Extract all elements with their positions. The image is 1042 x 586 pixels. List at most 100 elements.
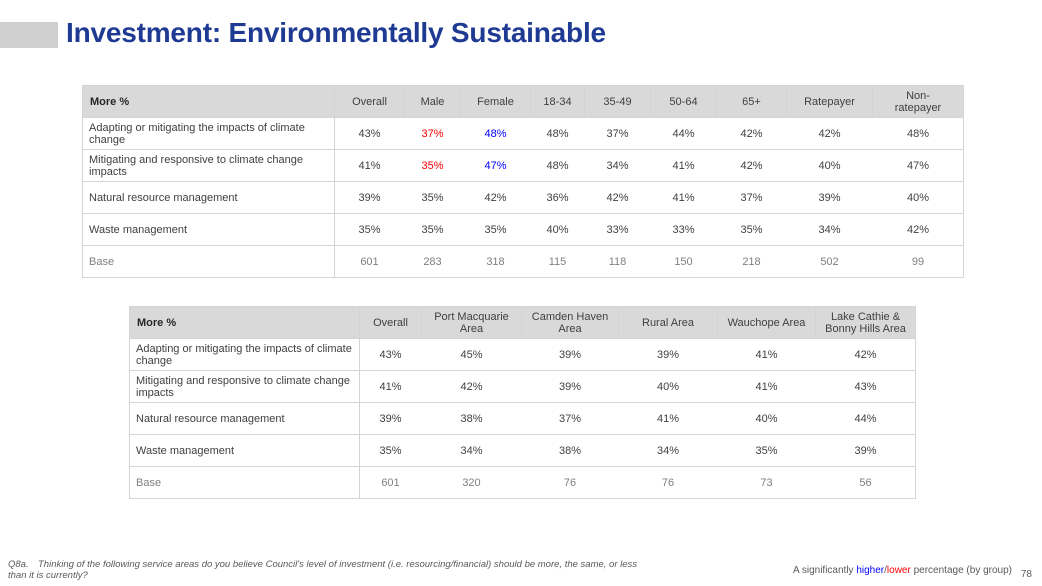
column-header: Non-ratepayer bbox=[872, 85, 964, 118]
table-row: Natural resource management 39% 38% 37% … bbox=[129, 402, 916, 435]
column-header: Male bbox=[404, 85, 461, 118]
row-label: Natural resource management bbox=[82, 181, 335, 214]
column-header: Port Macquarie Area bbox=[421, 306, 522, 339]
table-cell: 44% bbox=[815, 402, 916, 435]
table-cell: 38% bbox=[521, 434, 619, 467]
table-cell: 35% bbox=[460, 213, 531, 246]
column-header: Female bbox=[460, 85, 531, 118]
table-cell: 42% bbox=[584, 181, 651, 214]
table-cell: 37% bbox=[716, 181, 787, 214]
table-cell: 43% bbox=[359, 338, 422, 371]
table-cell: 35% bbox=[404, 181, 461, 214]
base-cell: 218 bbox=[716, 245, 787, 278]
base-cell: 73 bbox=[717, 466, 816, 499]
column-header: 65+ bbox=[716, 85, 787, 118]
table-cell: 35% bbox=[717, 434, 816, 467]
column-header: Ratepayer bbox=[786, 85, 873, 118]
significance-legend: A significantly higher/lower percentage … bbox=[793, 565, 1012, 576]
table-corner-label: More % bbox=[82, 85, 335, 118]
table-cell: 47% bbox=[872, 149, 964, 182]
table-cell: 39% bbox=[521, 338, 619, 371]
table-cell: 42% bbox=[460, 181, 531, 214]
table-cell-sig-lower: 37% bbox=[404, 117, 461, 150]
row-label: Waste management bbox=[82, 213, 335, 246]
row-label: Waste management bbox=[129, 434, 360, 467]
table-cell: 35% bbox=[716, 213, 787, 246]
base-cell: 150 bbox=[650, 245, 717, 278]
table-cell: 39% bbox=[815, 434, 916, 467]
table-cell: 33% bbox=[584, 213, 651, 246]
table-cell-sig-higher: 47% bbox=[460, 149, 531, 182]
table-cell: 40% bbox=[717, 402, 816, 435]
base-cell: 115 bbox=[530, 245, 585, 278]
table-cell: 48% bbox=[872, 117, 964, 150]
table-cell: 41% bbox=[618, 402, 718, 435]
base-cell: 99 bbox=[872, 245, 964, 278]
page-number: 78 bbox=[1020, 569, 1032, 580]
table-cell: 41% bbox=[717, 338, 816, 371]
table-cell: 43% bbox=[815, 370, 916, 403]
base-cell: 502 bbox=[786, 245, 873, 278]
column-header: Rural Area bbox=[618, 306, 718, 339]
table-cell: 37% bbox=[521, 402, 619, 435]
table-row: Adapting or mitigating the impacts of cl… bbox=[82, 117, 964, 150]
column-header: Camden Haven Area bbox=[521, 306, 619, 339]
base-label: Base bbox=[129, 466, 360, 499]
table-row: Natural resource management 39% 35% 42% … bbox=[82, 181, 964, 214]
column-header: Overall bbox=[359, 306, 422, 339]
row-label: Mitigating and responsive to climate cha… bbox=[82, 149, 335, 182]
base-cell: 118 bbox=[584, 245, 651, 278]
table-header-row: More % Overall Male Female 18-34 35-49 5… bbox=[82, 85, 964, 118]
table-cell: 34% bbox=[421, 434, 522, 467]
table-cell: 42% bbox=[815, 338, 916, 371]
table-cell: 41% bbox=[359, 370, 422, 403]
table-cell: 43% bbox=[334, 117, 405, 150]
table-cell: 33% bbox=[650, 213, 717, 246]
table-cell: 35% bbox=[334, 213, 405, 246]
column-header: 50-64 bbox=[650, 85, 717, 118]
table-cell: 34% bbox=[618, 434, 718, 467]
question-id: Q8a. bbox=[8, 559, 29, 570]
table-cell: 39% bbox=[786, 181, 873, 214]
table-cell: 45% bbox=[421, 338, 522, 371]
table-cell: 48% bbox=[530, 149, 585, 182]
table-cell: 37% bbox=[584, 117, 651, 150]
base-cell: 318 bbox=[460, 245, 531, 278]
row-label: Natural resource management bbox=[129, 402, 360, 435]
table-cell: 40% bbox=[872, 181, 964, 214]
table-cell: 42% bbox=[786, 117, 873, 150]
table-cell: 39% bbox=[521, 370, 619, 403]
table-cell: 39% bbox=[618, 338, 718, 371]
table-corner-label: More % bbox=[129, 306, 360, 339]
row-label: Adapting or mitigating the impacts of cl… bbox=[82, 117, 335, 150]
table-cell: 40% bbox=[530, 213, 585, 246]
table-cell-sig-lower: 35% bbox=[404, 149, 461, 182]
table-cell: 39% bbox=[359, 402, 422, 435]
table-cell: 42% bbox=[716, 117, 787, 150]
page-title: Investment: Environmentally Sustainable bbox=[66, 17, 606, 48]
table-header-row: More % Overall Port Macquarie Area Camde… bbox=[129, 306, 916, 339]
table-row: Waste management 35% 35% 35% 40% 33% 33%… bbox=[82, 213, 964, 246]
table-cell: 41% bbox=[334, 149, 405, 182]
table-cell: 40% bbox=[618, 370, 718, 403]
legend-suffix: percentage (by group) bbox=[910, 565, 1012, 576]
base-cell: 320 bbox=[421, 466, 522, 499]
table-cell: 41% bbox=[650, 149, 717, 182]
table-cell: 34% bbox=[584, 149, 651, 182]
column-header: Lake Cathie & Bonny Hills Area bbox=[815, 306, 916, 339]
base-cell: 283 bbox=[404, 245, 461, 278]
base-cell: 601 bbox=[359, 466, 422, 499]
column-header: Wauchope Area bbox=[717, 306, 816, 339]
table-cell: 39% bbox=[334, 181, 405, 214]
table-cell: 35% bbox=[404, 213, 461, 246]
table-cell: 36% bbox=[530, 181, 585, 214]
title-accent-bar bbox=[0, 22, 58, 48]
question-footnote: Q8a. Thinking of the following service ar… bbox=[8, 559, 648, 581]
table-cell: 40% bbox=[786, 149, 873, 182]
table-cell-sig-higher: 48% bbox=[460, 117, 531, 150]
demographics-table: More % Overall Male Female 18-34 35-49 5… bbox=[82, 85, 964, 278]
base-label: Base bbox=[82, 245, 335, 278]
area-table: More % Overall Port Macquarie Area Camde… bbox=[129, 306, 916, 499]
column-header: 18-34 bbox=[530, 85, 585, 118]
legend-prefix: A significantly bbox=[792, 565, 857, 576]
